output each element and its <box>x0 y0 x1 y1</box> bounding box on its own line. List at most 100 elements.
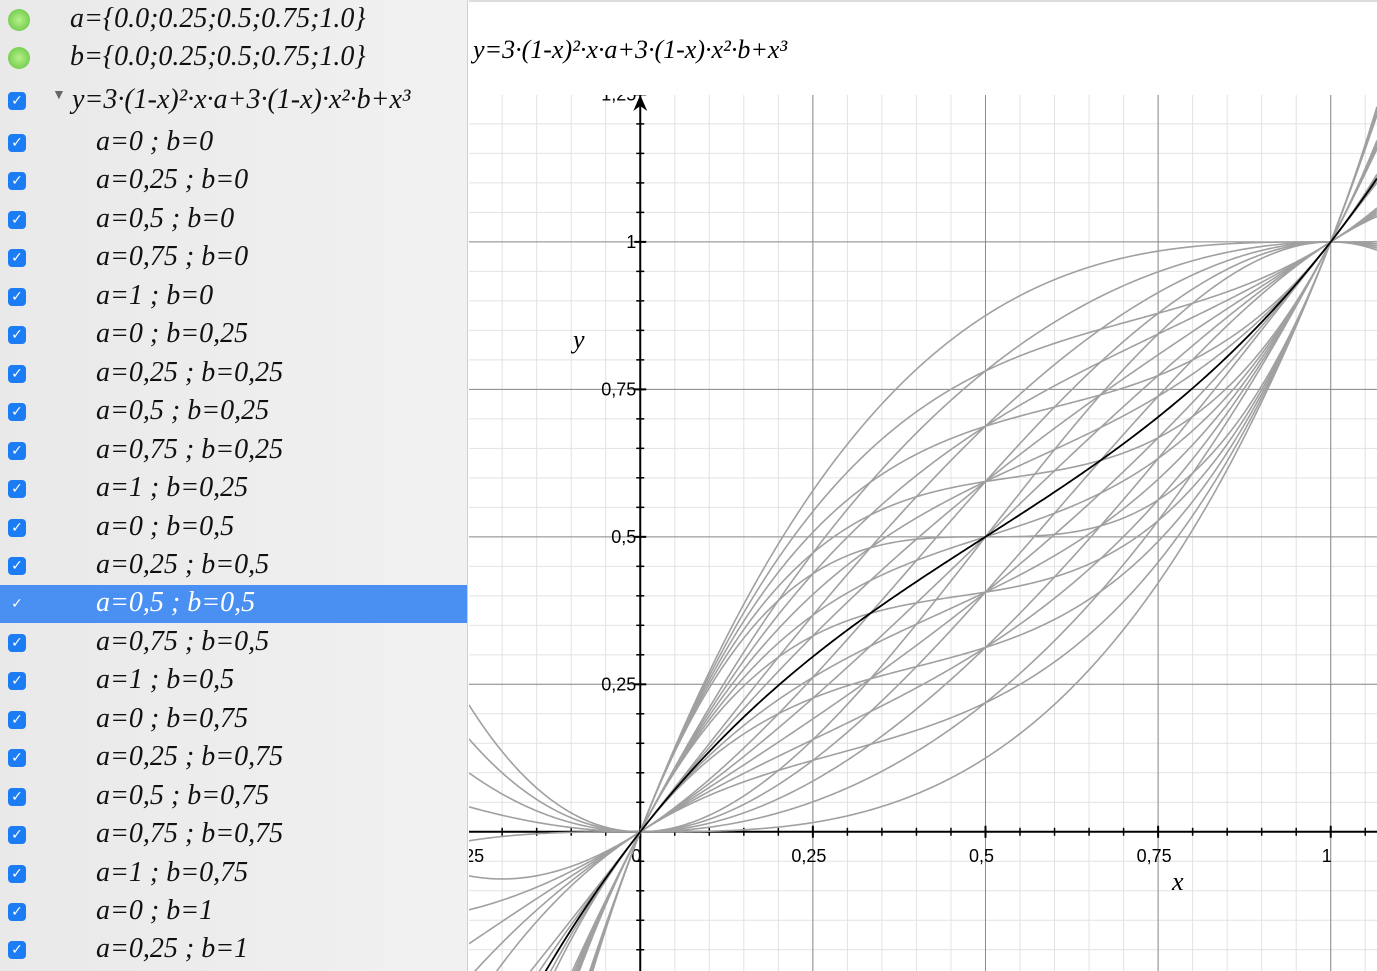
y-axis-arrow <box>633 95 648 111</box>
y-tick-label: 1,25 <box>601 84 636 104</box>
y-tick-label: 0,5 <box>611 527 636 547</box>
definition-icon <box>8 47 30 69</box>
item-text: a=0 ; b=0,25 <box>96 318 249 350</box>
item-row[interactable]: ✓ a=0,25 ; b=0,25 <box>0 355 467 393</box>
checkbox[interactable]: ✓ <box>8 941 26 960</box>
item-text: a=0,25 ; b=0,5 <box>96 548 270 580</box>
item-text: a=0 ; b=1 <box>96 895 214 926</box>
item-text: a=0,25 ; b=0,75 <box>96 741 284 773</box>
item-row[interactable]: ✓ a=0 ; b=1 <box>0 893 467 931</box>
item-text: a=1 ; b=0,5 <box>96 664 235 696</box>
item-row[interactable]: ✓ a=1 ; b=0,5 <box>0 662 467 700</box>
checkbox[interactable]: ✓ <box>8 633 26 652</box>
checkbox[interactable]: ✓ <box>8 287 26 306</box>
item-row[interactable]: ✓ a=1 ; b=0,25 <box>0 470 467 508</box>
item-row[interactable]: ✓ a=0,5 ; b=0,5 <box>0 585 467 624</box>
curve <box>473 146 1377 971</box>
item-row[interactable]: ✓ a=0 ; b=0 <box>0 124 467 162</box>
checkbox[interactable]: ✓ <box>8 249 26 268</box>
item-row[interactable]: ✓ a=0,25 ; b=0 <box>0 162 467 200</box>
item-text: a=0,5 ; b=0,25 <box>96 395 270 427</box>
item-text: a=0,5 ; b=0,5 <box>96 587 256 619</box>
item-text: a=0,75 ; b=0 <box>96 241 249 273</box>
checkbox[interactable]: ✓ <box>8 210 26 229</box>
item-row[interactable]: ✓ a=0,25 ; b=0,75 <box>0 739 467 777</box>
item-row[interactable]: ✓ a=0,25 ; b=1 <box>0 931 467 969</box>
item-row[interactable]: ✓ a=0,75 ; b=0 <box>0 239 467 277</box>
x-tick-label: 0,5 <box>969 846 994 866</box>
item-row[interactable]: ✓ a=0,5 ; b=0,25 <box>0 393 467 431</box>
item-row[interactable]: ✓ a=0 ; b=0,75 <box>0 701 467 739</box>
x-tick-label: 0,75 <box>1137 846 1172 866</box>
plot-area: -0,25 0 0,25 0,5 0,75 1 0,25 0,5 0,75 1 1,25 x y <box>469 84 1377 971</box>
curve <box>469 241 1377 833</box>
y-axis-label: y <box>570 325 585 354</box>
item-text: a=0,75 ; b=0,25 <box>96 433 284 465</box>
checkbox[interactable]: ✓ <box>8 864 26 883</box>
item-row[interactable]: ✓ a=0 ; b=0,5 <box>0 509 467 547</box>
plot-title: y=3·(1-x)²·x·a+3·(1-x)·x²·b+x³ <box>470 35 788 64</box>
checkbox[interactable]: ✓ <box>8 441 26 460</box>
item-row[interactable]: ✓ a=0,5 ; b=0,75 <box>0 778 467 816</box>
checkbox[interactable]: ✓ <box>8 672 26 691</box>
y-tick-label: 1 <box>626 232 636 252</box>
x-tick-label: 1 <box>1322 846 1332 866</box>
checkbox[interactable]: ✓ <box>8 903 26 921</box>
curve <box>469 213 1377 911</box>
checkbox[interactable]: ✓ <box>8 749 26 768</box>
curve <box>591 106 1377 971</box>
x-tick-label: 0,25 <box>791 846 826 866</box>
curve <box>588 240 1377 971</box>
curve <box>576 142 1377 971</box>
checkbox[interactable]: ✓ <box>8 326 26 345</box>
item-text: a=0,75 ; b=0,5 <box>96 625 270 657</box>
checkbox[interactable]: ✓ <box>8 364 26 383</box>
sidebar: a={0.0;0.25;0.5;0.75;1.0} b={0.0;0.25;0.5… <box>0 0 468 971</box>
item-text: a=0,5 ; b=0,75 <box>96 779 270 811</box>
checkbox[interactable]: ✓ <box>8 826 26 845</box>
item-row[interactable]: ✓ a=0,25 ; b=0,5 <box>0 547 467 585</box>
item-text: a=0 ; b=0,75 <box>96 702 249 734</box>
item-row[interactable]: ✓ a=0,75 ; b=0,5 <box>0 624 467 662</box>
definition-text: a={0.0;0.25;0.5;0.75;1.0} <box>70 3 366 34</box>
item-row[interactable]: ✓ a=0,75 ; b=0,25 <box>0 432 467 470</box>
checkbox[interactable]: ✓ <box>8 172 26 191</box>
item-row[interactable]: ✓ a=1 ; b=0 <box>0 278 467 316</box>
x-tick-label: -0,25 <box>469 846 484 866</box>
definition-row[interactable]: b={0.0;0.25;0.5;0.75;1.0} <box>0 39 467 77</box>
disclosure[interactable]: ▼ <box>52 88 66 103</box>
y-tick-label: 0,25 <box>601 674 636 694</box>
item-row[interactable]: ✓ a=1 ; b=0,75 <box>0 855 467 893</box>
item-text: a=0 ; b=0 <box>96 126 214 157</box>
item-text: a=1 ; b=0,75 <box>96 856 249 888</box>
item-row[interactable]: ✓ a=0 ; b=0,25 <box>0 316 467 354</box>
checkbox[interactable]: ✓ <box>8 787 26 806</box>
plot: y=3·(1-x)²·x·a+3·(1-x)·x²·b+x³ -0,25 0 0,2… <box>469 0 1377 971</box>
checkbox[interactable]: ✓ <box>8 556 26 575</box>
y-tick-label: 0,75 <box>601 379 636 399</box>
checkbox[interactable]: ✓ <box>8 403 26 422</box>
item-text: a=0,25 ; b=0 <box>96 164 249 196</box>
definition-icon <box>8 9 30 31</box>
item-row[interactable]: ✓ a=0,75 ; b=0,75 <box>0 816 467 854</box>
checkbox[interactable]: ✓ <box>8 710 26 729</box>
item-text: a=1 ; b=0,25 <box>96 472 249 504</box>
checkbox[interactable]: ✓ <box>8 480 26 499</box>
item-row[interactable]: ✓ a=0,5 ; b=0 <box>0 201 467 239</box>
x-axis-label: x <box>1171 867 1184 896</box>
function-row[interactable]: ✓ ▼ y=3·(1-x)²·x·a+3·(1-x)·x²·b+x³ <box>0 82 467 120</box>
definition-row[interactable]: a={0.0;0.25;0.5;0.75;1.0} <box>0 1 467 39</box>
item-text: a=0,25 ; b=1 <box>96 933 249 965</box>
curve <box>553 110 1377 971</box>
curve <box>469 215 1377 833</box>
checkbox[interactable]: ✓ <box>8 518 26 537</box>
curve <box>578 108 1377 971</box>
checkbox[interactable]: ✓ <box>8 92 26 110</box>
checkbox[interactable]: ✓ <box>8 134 26 152</box>
function-text: y=3·(1-x)²·x·a+3·(1-x)·x²·b+x³ <box>72 84 411 115</box>
curve <box>591 140 1377 971</box>
item-text: a=1 ; b=0 <box>96 279 214 311</box>
item-text: a=0 ; b=0,5 <box>96 510 235 542</box>
checkbox[interactable]: ✓ <box>11 596 23 613</box>
